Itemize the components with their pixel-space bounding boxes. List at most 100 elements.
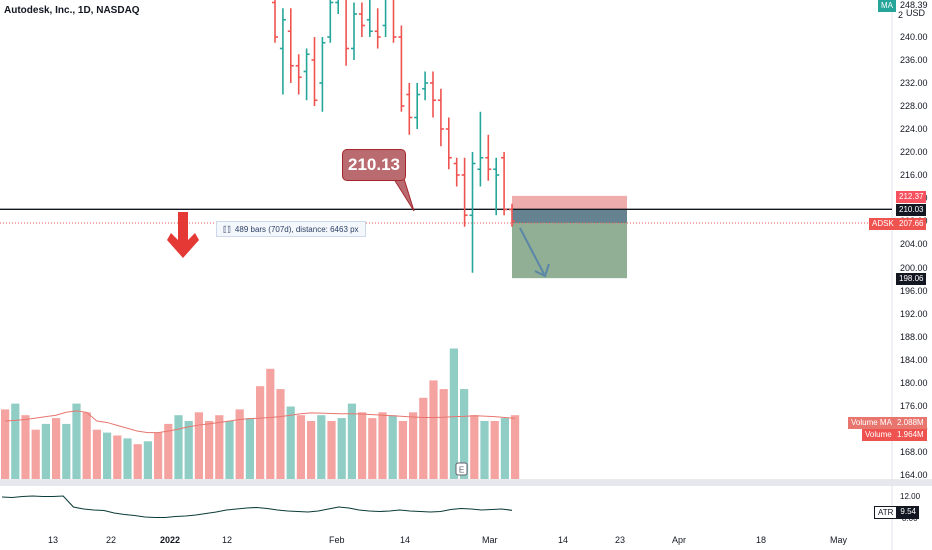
pane-divider-bar [0, 480, 932, 486]
time-tick: 2022 [160, 535, 181, 545]
volume-bar [215, 415, 224, 479]
volume-bar [194, 412, 203, 479]
price-tick: 164.00 [900, 469, 928, 480]
time-tick: 22 [106, 535, 117, 545]
down-arrow-icon [167, 212, 199, 258]
volume-bar [123, 438, 132, 479]
stop-price-tag: 198.06 [896, 273, 927, 285]
volume-bar [449, 348, 458, 479]
volume-bar [164, 423, 173, 479]
volume-bar [31, 429, 40, 479]
adsk-price-tag: 207.66 [896, 218, 927, 230]
volume-bar [460, 389, 469, 479]
ohlc-bar [398, 25, 405, 112]
ohlc-bar [287, 8, 294, 83]
volume-bar [490, 421, 499, 479]
volume-bar [143, 441, 152, 479]
ohlc-bar [382, 0, 387, 37]
ma-value: 248.39 [900, 0, 928, 10]
ohlc-bar [422, 71, 429, 101]
price-tick: 204.00 [900, 239, 928, 250]
volume-bar [337, 418, 346, 479]
volume-value: 1.964M [894, 429, 927, 441]
top-tick-label: 2 [898, 10, 904, 20]
volume-bar [92, 429, 101, 479]
price-tick: 228.00 [900, 101, 928, 112]
volume-bar [1, 409, 10, 479]
volume-bar [52, 418, 61, 479]
volume-bar [245, 418, 254, 479]
price-tick: 220.00 [900, 147, 928, 158]
ma-badge: MA [878, 0, 896, 12]
volume-bar [11, 403, 20, 479]
position-entry-band [512, 209, 627, 223]
currency-label: USD [906, 8, 926, 18]
volume-bar [317, 415, 326, 479]
position-reward-zone [512, 222, 627, 279]
price-callout[interactable]: 210.13 [342, 149, 406, 181]
ohlc-bar [366, 0, 373, 37]
forecast-arrow-head [534, 263, 550, 278]
ohlc-bar [335, 0, 340, 14]
ohlc-bar [345, 0, 350, 66]
ohlc-bar [493, 157, 500, 216]
current-price-tag: 210.03 [896, 204, 927, 216]
symbol-title: Autodesk, Inc., 1D, NASDAQ [4, 5, 140, 16]
ohlc-bar [437, 88, 444, 147]
ohlc-bar [295, 54, 302, 95]
volume-bar [470, 415, 479, 479]
earnings-marker-label: E [459, 466, 464, 475]
measure-readout: ⟦⟧ 489 bars (707d), distance: 6463 px [216, 221, 366, 237]
ohlc-bar [414, 83, 421, 129]
ohlc-bar [351, 2, 357, 60]
time-tick: Mar [482, 535, 498, 545]
volume-bar [286, 406, 295, 479]
atr-tag: ATR [874, 506, 898, 519]
volume-bar [133, 444, 142, 479]
ohlc-bar [430, 71, 436, 118]
price-tick: 196.00 [900, 285, 928, 296]
volume-bar [439, 389, 448, 479]
adsk-tag: ADSK [869, 218, 897, 230]
ohlc-bar [501, 152, 508, 216]
time-tick: 14 [400, 535, 411, 545]
ohlc-bar [485, 134, 492, 181]
volume-bar [276, 389, 285, 479]
atr-tick-low: 8.00 [902, 514, 918, 523]
time-tick: 14 [558, 535, 569, 545]
volume-bar [398, 421, 407, 479]
atr-label: ATR 9.54 [874, 506, 919, 519]
ohlc-bar [477, 111, 484, 187]
ohlc-bar [374, 8, 381, 49]
volume-bar [409, 412, 418, 479]
volume-bar [113, 435, 122, 479]
price-tick: 200.00 [900, 262, 928, 273]
price-tick: 216.00 [900, 170, 928, 181]
ohlc-bar [311, 37, 318, 106]
ohlc-bar [453, 157, 460, 187]
volume-bar [480, 421, 489, 479]
volume-bar [511, 415, 520, 479]
volume-bar [307, 421, 316, 479]
atr-tick-high: 12.00 [900, 492, 921, 501]
time-tick: 13 [48, 535, 59, 545]
volume-bar [500, 418, 509, 479]
price-tick: 240.00 [900, 32, 928, 42]
volume-bar [21, 415, 30, 479]
ohlc-bar [406, 83, 413, 135]
price-tick: 168.00 [900, 446, 928, 457]
target-price-tag: 212.37 [896, 191, 927, 203]
price-tick: 188.00 [900, 331, 928, 342]
volume-bar [327, 421, 336, 479]
ohlc-bar [469, 152, 476, 273]
ohlc-bar [392, 0, 397, 43]
volume-bar [103, 432, 112, 479]
volume-bar [72, 403, 81, 479]
ohlc-bar [319, 37, 326, 112]
volume-ma-tag: Volume MA [848, 417, 895, 429]
time-tick: Feb [329, 535, 345, 545]
time-tick: Apr [672, 535, 687, 545]
volume-bar [368, 418, 377, 479]
volume-bar [296, 415, 305, 479]
